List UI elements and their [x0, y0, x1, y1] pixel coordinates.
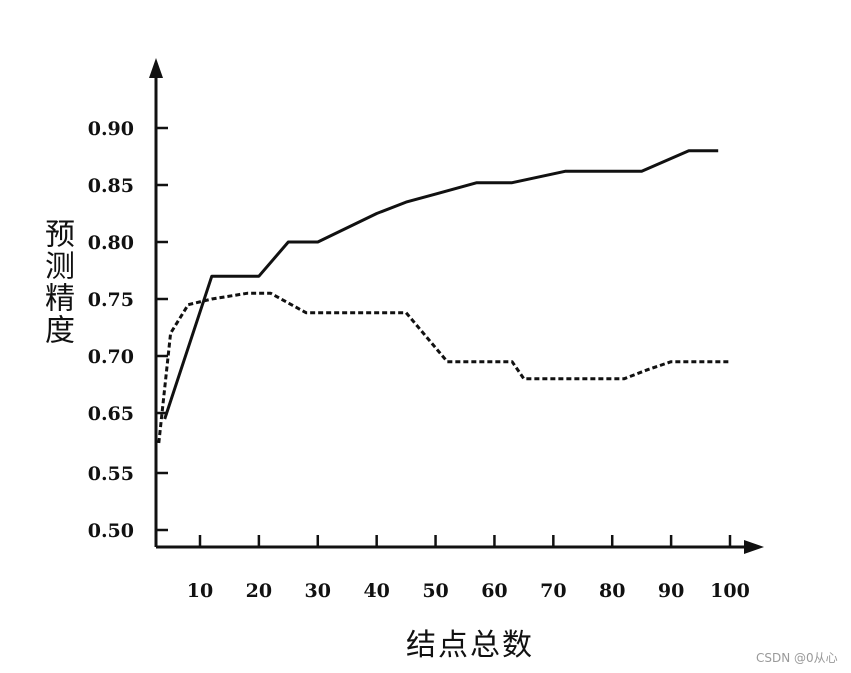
y-axis-label: 预测精度 — [39, 218, 74, 346]
y-tick-label: 0.55 — [88, 463, 134, 485]
x-tick-label: 100 — [710, 580, 750, 602]
x-axis-arrow — [744, 540, 764, 554]
watermark: CSDN @0从心 — [756, 651, 838, 665]
x-tick-label: 30 — [305, 580, 331, 602]
x-tick-label: 10 — [187, 580, 213, 602]
x-tick-label: 70 — [540, 580, 566, 602]
y-tick-label: 0.75 — [88, 289, 134, 311]
y-tick-label: 0.70 — [88, 346, 134, 368]
x-tick-label: 40 — [363, 580, 389, 602]
x-axis-label: 结点总数 — [406, 628, 534, 663]
x-tick-label: 80 — [599, 580, 625, 602]
axes — [149, 58, 764, 554]
y-ticks: 0.50 0.55 0.65 0.70 0.75 0.80 0.85 0.90 — [88, 118, 168, 542]
y-tick-label: 0.80 — [88, 232, 134, 254]
x-ticks: 10 20 30 40 50 60 70 80 90 100 — [187, 535, 750, 602]
series-dashed-line — [157, 291, 730, 444]
x-tick-label: 60 — [481, 580, 507, 602]
series-solid-line — [163, 149, 719, 420]
x-tick-label: 90 — [658, 580, 684, 602]
y-tick-label: 0.50 — [88, 520, 134, 542]
y-axis-arrow — [149, 58, 163, 78]
x-tick-label: 20 — [246, 580, 272, 602]
y-tick-label: 0.90 — [88, 118, 134, 140]
y-tick-label: 0.85 — [88, 175, 134, 197]
x-tick-label: 50 — [422, 580, 448, 602]
y-tick-label: 0.65 — [88, 403, 134, 425]
series-lines — [157, 149, 730, 444]
